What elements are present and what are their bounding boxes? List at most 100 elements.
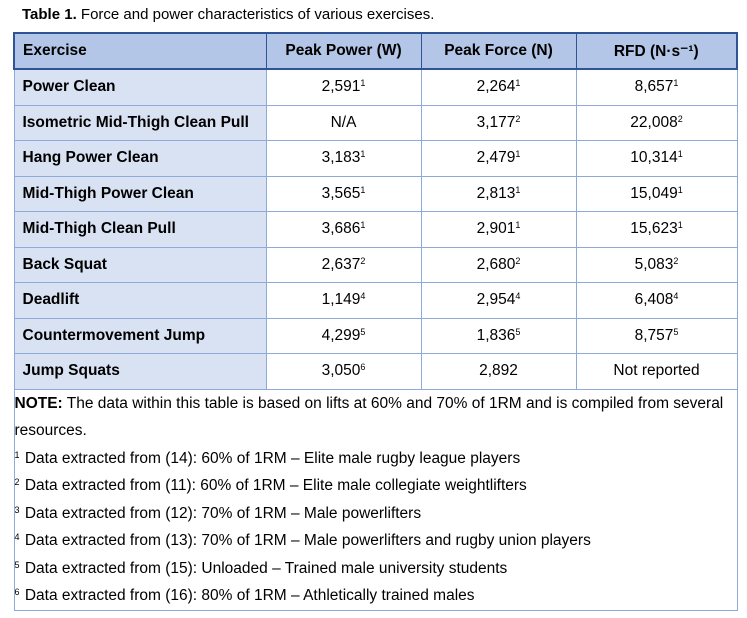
rfd-value: 10,314 <box>630 149 678 167</box>
peak-force-ref: 1 <box>515 78 521 89</box>
footnote-mark: 2 <box>14 477 20 487</box>
peak-power-ref: 6 <box>360 362 366 373</box>
peak-power-cell: 3,5651 <box>265 175 422 212</box>
peak-force-ref: 4 <box>515 291 521 302</box>
peak-power-cell: 4,2995 <box>265 317 422 354</box>
peak-force-cell: 2,8131 <box>420 175 577 212</box>
peak-power-value: 1,149 <box>321 291 361 309</box>
rfd-cell: 15,0491 <box>575 175 738 212</box>
header-peak-force: Peak Force (N) <box>420 32 577 70</box>
rfd-ref: 1 <box>677 149 683 160</box>
footnote-item: 1 Data extracted from (14): 60% of 1RM –… <box>15 445 737 473</box>
footnote-text: Data extracted from (11): 60% of 1RM – E… <box>20 477 527 494</box>
rfd-cell: 22,0082 <box>575 104 738 141</box>
rfd-cell: 10,3141 <box>575 140 738 177</box>
peak-power-cell: 3,1831 <box>265 140 422 177</box>
rfd-ref: 4 <box>673 291 679 302</box>
caption-label: Table 1. <box>22 6 77 23</box>
rfd-ref: 2 <box>677 113 683 124</box>
peak-power-value: 4,299 <box>321 326 361 344</box>
header-exercise: Exercise <box>13 32 267 70</box>
footnote-text: Data extracted from (16): 80% of 1RM – A… <box>20 587 475 604</box>
rfd-ref: 1 <box>673 78 679 89</box>
note-cell: NOTE: The data within this table is base… <box>13 388 738 611</box>
exercise-name: Power Clean <box>13 68 267 106</box>
table-row: Power Clean 2,5911 2,2641 8,6571 <box>13 68 738 106</box>
footnote-text: Data extracted from (15): Unloaded – Tra… <box>20 559 508 577</box>
exercise-table: Exercise Peak Power (W) Peak Force (N) R… <box>13 32 738 611</box>
peak-power-value: 2,591 <box>321 78 361 96</box>
footnote-text: Data extracted from (14): 60% of 1RM – E… <box>20 449 521 467</box>
peak-force-ref: 5 <box>515 326 521 337</box>
rfd-value: 22,008 <box>630 113 678 131</box>
peak-power-value: N/A <box>330 113 357 131</box>
footnote-mark: 6 <box>14 587 20 597</box>
exercise-name: Isometric Mid-Thigh Clean Pull <box>13 104 267 141</box>
exercise-name: Countermovement Jump <box>13 317 267 354</box>
peak-force-value: 2,954 <box>476 291 516 309</box>
peak-force-value: 2,813 <box>476 184 516 202</box>
rfd-cell: 8,6571 <box>575 68 738 106</box>
table-row: Mid-Thigh Clean Pull 3,6861 2,9011 15,62… <box>13 211 738 248</box>
peak-power-cell: 3,6861 <box>265 211 422 248</box>
footnote-mark: 3 <box>14 504 20 515</box>
peak-force-cell: 2,9544 <box>420 282 577 319</box>
footnote-item: 3 Data extracted from (12): 70% of 1RM –… <box>15 500 737 528</box>
rfd-ref: 5 <box>673 326 679 337</box>
peak-force-cell: 2,2641 <box>420 68 577 106</box>
peak-power-cell: 2,6372 <box>265 246 422 283</box>
footnote-mark: 1 <box>14 449 20 460</box>
rfd-value: 15,049 <box>630 184 678 202</box>
note-label: NOTE: <box>14 394 63 412</box>
peak-power-value: 3,686 <box>321 220 361 238</box>
table-row: Isometric Mid-Thigh Clean Pull N/A 3,177… <box>13 104 738 141</box>
peak-power-value: 2,637 <box>321 255 361 273</box>
rfd-cell: 6,4084 <box>575 282 738 319</box>
header-row: Exercise Peak Power (W) Peak Force (N) R… <box>13 32 738 70</box>
rfd-ref: 2 <box>673 255 679 266</box>
peak-power-cell: 3,0506 <box>265 353 422 390</box>
footnote-item: 6 Data extracted from (16): 80% of 1RM –… <box>15 582 737 610</box>
peak-force-value: 1,836 <box>476 326 516 344</box>
peak-force-cell: 2,6802 <box>420 246 577 283</box>
peak-force-cell: 1,8365 <box>420 317 577 354</box>
exercise-name: Jump Squats <box>13 353 267 390</box>
header-peak-power: Peak Power (W) <box>265 32 422 70</box>
peak-power-ref: 5 <box>360 326 366 337</box>
peak-force-cell: 2,9011 <box>420 211 577 248</box>
peak-power-cell: N/A <box>265 104 422 141</box>
rfd-value: 5,083 <box>634 255 674 273</box>
rfd-cell: 15,6231 <box>575 211 738 248</box>
header-rfd: RFD (N·s⁻¹) <box>575 32 738 70</box>
footnote-item: 4 Data extracted from (13): 70% of 1RM –… <box>15 527 737 555</box>
peak-force-cell: 3,1772 <box>420 104 577 141</box>
footnote-mark: 4 <box>14 532 20 542</box>
peak-power-value: 3,183 <box>321 149 361 167</box>
table-row: Deadlift 1,1494 2,9544 6,4084 <box>13 282 738 319</box>
peak-force-ref: 1 <box>515 220 521 231</box>
peak-power-cell: 1,1494 <box>265 282 422 319</box>
peak-force-value: 2,892 <box>479 362 518 380</box>
rfd-ref: 1 <box>677 220 683 231</box>
note-row: NOTE: The data within this table is base… <box>13 388 738 611</box>
table-row: Countermovement Jump 4,2995 1,8365 8,757… <box>13 317 738 354</box>
peak-force-ref: 2 <box>515 255 521 266</box>
exercise-name: Mid-Thigh Clean Pull <box>13 211 267 248</box>
rfd-value: 8,657 <box>634 78 674 96</box>
rfd-value: Not reported <box>613 362 700 380</box>
peak-power-cell: 2,5911 <box>265 68 422 106</box>
table-body: Power Clean 2,5911 2,2641 8,6571 Isometr… <box>13 68 738 611</box>
peak-power-value: 3,050 <box>321 362 361 380</box>
exercise-name: Mid-Thigh Power Clean <box>13 175 267 212</box>
note-paragraph: NOTE: The data within this table is base… <box>15 390 737 445</box>
peak-force-value: 2,680 <box>476 255 516 273</box>
peak-power-value: 3,565 <box>321 184 361 202</box>
exercise-name: Back Squat <box>13 246 267 283</box>
exercise-name: Hang Power Clean <box>13 140 267 177</box>
peak-power-ref: 1 <box>360 149 366 160</box>
footnote-text: Data extracted from (12): 70% of 1RM – M… <box>20 504 422 522</box>
rfd-cell: 5,0832 <box>575 246 738 283</box>
peak-power-ref: 2 <box>360 255 366 266</box>
exercise-name: Deadlift <box>13 282 267 319</box>
table-row: Back Squat 2,6372 2,6802 5,0832 <box>13 246 738 283</box>
